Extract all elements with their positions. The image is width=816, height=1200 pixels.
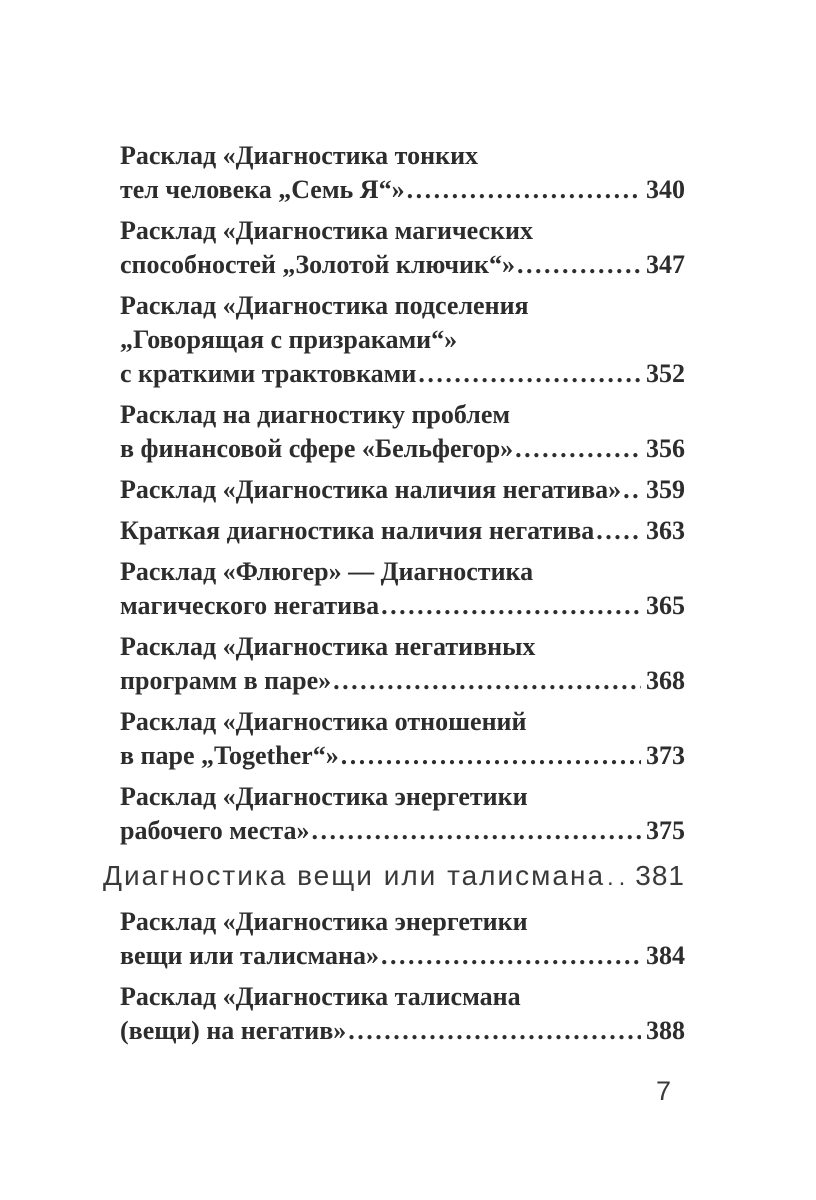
toc-item-title: с краткими трактовками (120, 359, 417, 388)
dot-leader (517, 248, 641, 282)
table-of-contents: Расклад «Диагностика тонких тел человека … (103, 139, 685, 1055)
toc-entry: Расклад «Диагностика негативных программ … (103, 630, 685, 698)
toc-item-title: Расклад «Диагностика талисмана (120, 982, 521, 1011)
toc-entry: Расклад «Диагностика энергетики вещи или … (103, 905, 685, 973)
toc-item-title: Расклад «Диагностика магических (120, 216, 534, 245)
dot-leader (381, 589, 641, 623)
dot-leader (418, 357, 641, 391)
toc-item-title: в финансовой сфере «Бельфегор» (120, 434, 514, 463)
dot-leader (341, 739, 641, 773)
toc-item-page-number: 363 (646, 516, 685, 545)
toc-line: способностей „Золотой ключик“» 347 (120, 248, 685, 282)
toc-item-title: Расклад «Диагностика энергетики (120, 782, 528, 811)
toc-line: „Говорящая с призраками“» (120, 323, 685, 357)
toc-line: Расклад «Диагностика подселения (120, 289, 685, 323)
toc-item-title: тел человека „Семь Я“» (120, 175, 405, 204)
toc-item-page-number: 375 (646, 816, 685, 845)
toc-entry: Расклад «Диагностика талисмана (вещи) на … (103, 980, 685, 1048)
toc-item-page-number: 365 (646, 591, 685, 620)
dot-leader (348, 1014, 641, 1048)
toc-item-title: Расклад «Диагностика отношений (120, 707, 527, 736)
toc-item-title: рабочего места» (120, 816, 310, 845)
toc-item-title: магического негатива (120, 591, 380, 620)
toc-item-page-number: 340 (646, 175, 685, 204)
toc-line: Расклад «Диагностика негативных (120, 630, 685, 664)
toc-item-page-number: 388 (646, 1016, 685, 1045)
toc-line: вещи или талисмана» 384 (120, 939, 685, 973)
toc-entry: Расклад «Диагностика наличия негатива» 35… (103, 473, 685, 507)
toc-line: Расклад на диагностику проблем (120, 398, 685, 432)
toc-entry: Расклад «Диагностика подселения „Говоряща… (103, 289, 685, 391)
dot-leader (312, 814, 641, 848)
toc-item-title: (вещи) на негатив» (120, 1016, 347, 1045)
dot-leader (407, 173, 641, 207)
toc-item-title: Расклад «Диагностика энергетики (120, 907, 528, 936)
toc-line: программ в паре» 368 (120, 664, 685, 698)
toc-item-page-number: 384 (646, 941, 685, 970)
toc-item-page-number: 347 (646, 250, 685, 279)
toc-line: тел человека „Семь Я“» 340 (120, 173, 685, 207)
toc-line: Расклад «Диагностика тонких (120, 139, 685, 173)
dot-leader (623, 473, 641, 507)
toc-line: Краткая диагностика наличия негатива 363 (120, 514, 685, 548)
toc-item-title: Расклад «Диагностика наличия негатива» (120, 475, 622, 504)
toc-line: Расклад «Диагностика талисмана (120, 980, 685, 1014)
toc-item-title: Краткая диагностика наличия негатива (120, 516, 595, 545)
toc-item-title: вещи или талисмана» (120, 941, 379, 970)
toc-item-title: Расклад «Диагностика негативных (120, 632, 536, 661)
toc-entry: Расклад «Диагностика магических способнос… (103, 214, 685, 282)
toc-item-page-number: 359 (646, 475, 685, 504)
toc-item-title: Расклад «Диагностика тонких (120, 141, 479, 170)
toc-entry: Расклад на диагностику проблем в финансов… (103, 398, 685, 466)
toc-line: магического негатива 365 (120, 589, 685, 623)
dot-leader (381, 939, 641, 973)
toc-item-title: „Говорящая с призраками“» (120, 325, 458, 354)
toc-item-title: Расклад «Диагностика подселения (120, 291, 529, 320)
dot-leader (515, 432, 641, 466)
toc-line: рабочего места» 375 (120, 814, 685, 848)
toc-line: в финансовой сфере «Бельфегор» 356 (120, 432, 685, 466)
toc-line: Расклад «Диагностика отношений (120, 705, 685, 739)
page-number: 7 (655, 1076, 671, 1106)
dot-leader (607, 856, 630, 898)
toc-line: Расклад «Диагностика энергетики (120, 905, 685, 939)
dot-leader (333, 664, 641, 698)
toc-item-page-number: 381 (635, 860, 685, 891)
toc-entry: Расклад «Флюгер» — Диагностика магическог… (103, 555, 685, 623)
toc-item-title: Диагностика вещи или талисмана (103, 860, 606, 891)
toc-item-page-number: 356 (646, 434, 685, 463)
toc-item-title: Расклад «Флюгер» — Диагностика (120, 557, 534, 586)
toc-line: (вещи) на негатив» 388 (120, 1014, 685, 1048)
toc-item-title: в паре „Together“» (120, 741, 339, 770)
toc-entry: Расклад «Диагностика отношений в паре „To… (103, 705, 685, 773)
dot-leader (596, 514, 641, 548)
toc-entry: Расклад «Диагностика энергетики рабочего … (103, 780, 685, 848)
toc-line: Диагностика вещи или талисмана 381 (103, 856, 685, 898)
toc-item-title: программ в паре» (120, 666, 332, 695)
page-footer: 7 (103, 1076, 685, 1107)
toc-line: Расклад «Флюгер» — Диагностика (120, 555, 685, 589)
toc-entry: Расклад «Диагностика тонких тел человека … (103, 139, 685, 207)
toc-line: Расклад «Диагностика наличия негатива» 35… (120, 473, 685, 507)
toc-item-page-number: 368 (646, 666, 685, 695)
toc-line: с краткими трактовками 352 (120, 357, 685, 391)
toc-section-heading: Диагностика вещи или талисмана 381 (103, 856, 685, 898)
toc-item-page-number: 352 (646, 359, 685, 388)
toc-entry: Краткая диагностика наличия негатива 363 (103, 514, 685, 548)
toc-item-page-number: 373 (646, 741, 685, 770)
toc-item-title: способностей „Золотой ключик“» (120, 250, 515, 279)
toc-item-title: Расклад на диагностику проблем (120, 400, 511, 429)
toc-line: Расклад «Диагностика магических (120, 214, 685, 248)
toc-line: в паре „Together“» 373 (120, 739, 685, 773)
toc-line: Расклад «Диагностика энергетики (120, 780, 685, 814)
